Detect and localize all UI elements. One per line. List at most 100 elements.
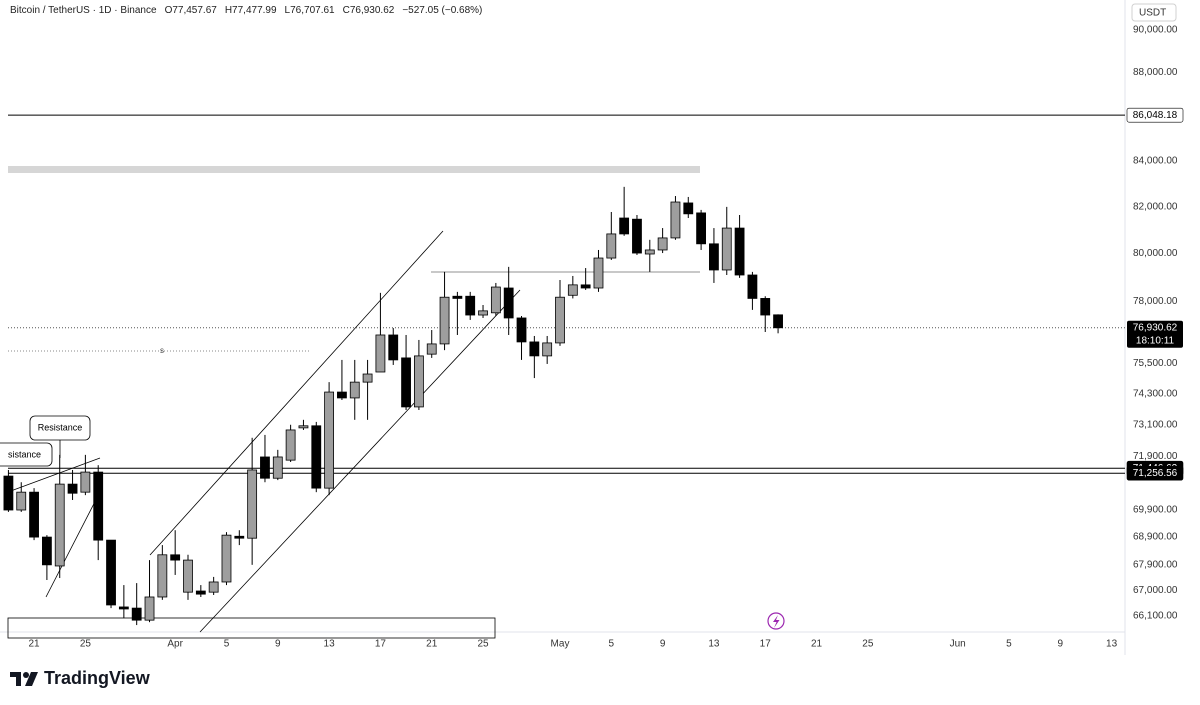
countdown: 18:10:11 xyxy=(1136,335,1175,346)
x-tick-label: 13 xyxy=(1106,639,1118,650)
candle-body xyxy=(54,483,65,567)
y-tick-label: 88,000.00 xyxy=(1133,67,1178,78)
candle-body xyxy=(452,295,463,299)
x-tick-label: 17 xyxy=(760,639,772,650)
candle-body xyxy=(260,456,270,479)
x-tick-label: Apr xyxy=(167,639,183,650)
candle-body xyxy=(606,233,617,259)
candle-body xyxy=(683,202,694,215)
candle-body xyxy=(349,381,360,399)
candle-body xyxy=(80,471,91,493)
candle-body xyxy=(696,212,707,245)
candle-body xyxy=(632,218,642,254)
candle-body xyxy=(67,483,78,494)
zone-band xyxy=(8,166,700,173)
candle-body xyxy=(529,341,540,357)
candle-body xyxy=(516,317,527,343)
candle-body xyxy=(3,475,14,511)
candle-body xyxy=(247,469,258,539)
candle-body xyxy=(29,491,39,538)
candle-body xyxy=(413,355,424,408)
candle-body xyxy=(657,237,668,251)
y-tick-label: 71,900.00 xyxy=(1133,451,1178,462)
x-tick-label: May xyxy=(551,639,570,650)
candle-body xyxy=(285,429,296,461)
candle-body xyxy=(41,536,52,566)
x-tick-label: 5 xyxy=(609,639,615,650)
x-tick-label: 25 xyxy=(862,639,874,650)
candle-body xyxy=(118,606,129,610)
currency: USDT xyxy=(1139,8,1166,19)
price-label-box xyxy=(1126,107,1184,123)
callout xyxy=(0,442,53,467)
candle-body xyxy=(311,425,322,489)
x-tick-label: 21 xyxy=(29,639,41,650)
candle-body xyxy=(401,357,411,408)
candle-body xyxy=(221,534,232,583)
x-tick-label: 9 xyxy=(1057,639,1063,650)
x-tick-label: 9 xyxy=(660,639,666,650)
candle-body xyxy=(542,342,553,357)
candle-body xyxy=(734,227,745,276)
price-label-box xyxy=(1126,465,1184,481)
candle-body xyxy=(144,596,155,621)
candle-body xyxy=(670,201,681,239)
candle-body xyxy=(298,425,309,429)
trend-line xyxy=(45,487,103,598)
candle-body xyxy=(721,227,732,271)
candle-body xyxy=(760,298,771,316)
candle-body xyxy=(183,559,193,593)
ohlc-low: L76,707.61 xyxy=(284,5,335,16)
candle-body xyxy=(93,471,104,541)
y-tick-label: 66,100.00 xyxy=(1133,610,1178,621)
x-tick-label: 9 xyxy=(275,639,281,650)
candle-body xyxy=(490,286,501,314)
x-tick-label: 13 xyxy=(324,639,336,650)
y-tick-label: 67,900.00 xyxy=(1133,559,1178,570)
candle-body xyxy=(272,456,283,479)
y-tick-label: 69,900.00 xyxy=(1133,504,1178,515)
x-tick-label: 25 xyxy=(477,639,489,650)
x-tick-label: 25 xyxy=(80,639,92,650)
candle-body xyxy=(131,607,142,621)
x-tick-label: 5 xyxy=(1006,639,1012,650)
candle-body xyxy=(747,274,758,299)
candle-body xyxy=(439,296,450,345)
candle-body xyxy=(555,296,565,344)
logo-icon xyxy=(10,671,38,686)
ohlc-change: −527.05 (−0.68%) xyxy=(402,5,483,16)
x-tick-label: 21 xyxy=(811,639,823,650)
candle-body xyxy=(375,334,386,373)
chart: s Resistance sistance USDT 90,000.00 88,0… xyxy=(0,0,1184,655)
logo: TradingView xyxy=(10,668,150,689)
candle-body xyxy=(567,284,578,296)
candle-body xyxy=(644,249,655,255)
y-tick-label: 80,000.00 xyxy=(1133,248,1178,259)
candle-body xyxy=(388,334,399,361)
level-label: s xyxy=(160,346,164,355)
candle-body xyxy=(337,391,347,399)
price-label: 86,048.18 xyxy=(1133,110,1178,121)
candle-body xyxy=(709,243,719,271)
y-tick-label: 82,000.00 xyxy=(1133,201,1178,212)
price-label: 71,256.56 xyxy=(1133,468,1178,479)
alert-icon-bolt xyxy=(773,615,780,628)
candle-body xyxy=(195,590,206,595)
candle-body xyxy=(619,217,630,235)
candle-body xyxy=(773,314,783,329)
y-tick-label: 73,100.00 xyxy=(1133,419,1178,430)
y-tick-label: 75,500.00 xyxy=(1133,358,1178,369)
candle-body xyxy=(324,391,335,489)
ohlc-close: C76,930.62 xyxy=(342,5,395,16)
y-tick-label: 84,000.00 xyxy=(1133,156,1178,167)
candle-body xyxy=(208,581,219,593)
current-price-label: 76,930.62 xyxy=(1133,322,1178,333)
channel-upper xyxy=(149,230,444,556)
y-tick-label: 68,900.00 xyxy=(1133,532,1178,543)
y-tick-label: 74,300.00 xyxy=(1133,388,1178,399)
callout-text: sistance xyxy=(8,449,41,459)
candle-body xyxy=(593,257,604,289)
currency-box[interactable] xyxy=(1131,3,1177,22)
y-tick-label: 67,000.00 xyxy=(1133,585,1178,596)
